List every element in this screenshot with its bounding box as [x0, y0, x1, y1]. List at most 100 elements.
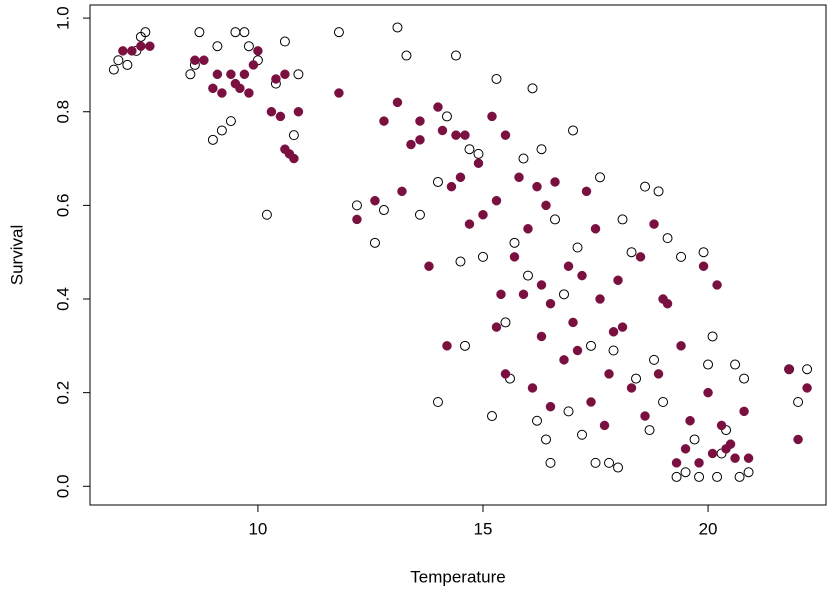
x-tick-label: 15 — [474, 519, 493, 538]
point — [532, 415, 543, 426]
point — [509, 252, 520, 262]
point — [671, 458, 682, 468]
point — [406, 139, 416, 150]
point — [392, 97, 403, 108]
point — [608, 345, 619, 356]
point — [491, 73, 502, 84]
point — [716, 420, 727, 431]
point — [432, 397, 443, 408]
point — [694, 471, 705, 482]
x-tick-label: 20 — [699, 519, 718, 538]
point — [662, 298, 673, 309]
point — [194, 27, 205, 38]
point — [707, 448, 718, 459]
point — [676, 251, 687, 262]
point — [212, 69, 223, 80]
point — [514, 172, 524, 183]
point — [478, 209, 488, 220]
y-tick-label: 0.2 — [53, 381, 72, 405]
point — [532, 181, 542, 192]
point — [559, 355, 569, 365]
point — [500, 369, 511, 379]
point — [145, 41, 155, 51]
point — [225, 116, 236, 127]
point — [370, 195, 380, 206]
point — [293, 69, 304, 80]
point — [640, 181, 651, 192]
point — [266, 106, 277, 117]
point — [725, 439, 736, 449]
point — [685, 415, 695, 426]
x-tick-label: 10 — [248, 519, 267, 538]
point — [608, 327, 619, 337]
point — [113, 55, 124, 66]
point — [500, 317, 511, 328]
point — [658, 397, 669, 408]
point — [550, 214, 561, 225]
point — [590, 457, 601, 468]
point — [378, 205, 389, 216]
point — [333, 27, 344, 38]
point — [518, 289, 529, 300]
y-tick-label: 0.6 — [53, 194, 72, 218]
point — [473, 148, 484, 159]
y-tick-label: 1.0 — [53, 6, 72, 30]
point — [230, 27, 241, 38]
point — [604, 457, 615, 468]
point — [289, 153, 299, 164]
point — [136, 41, 146, 51]
plot-frame — [89, 4, 827, 506]
point — [640, 411, 650, 421]
point — [545, 457, 556, 468]
point — [604, 369, 614, 379]
point — [586, 397, 596, 407]
y-tick-label: 0.4 — [53, 287, 72, 311]
point — [261, 209, 272, 220]
point — [455, 172, 466, 183]
point — [595, 294, 605, 304]
point — [671, 471, 682, 482]
point — [743, 467, 754, 478]
point — [793, 397, 804, 408]
point — [226, 69, 236, 80]
point — [617, 322, 628, 332]
point — [599, 420, 610, 431]
point — [743, 453, 754, 463]
point — [595, 172, 606, 183]
point — [541, 434, 552, 445]
point — [397, 186, 407, 197]
point — [392, 22, 403, 33]
point — [451, 130, 461, 140]
point — [730, 359, 741, 370]
point — [653, 186, 664, 197]
point — [122, 59, 133, 70]
point — [509, 237, 520, 248]
point — [518, 153, 529, 164]
point — [271, 74, 281, 84]
point — [613, 275, 623, 286]
point — [581, 186, 592, 197]
point — [450, 50, 461, 61]
point — [536, 280, 547, 290]
point — [216, 125, 227, 136]
point — [118, 46, 128, 56]
point — [572, 242, 583, 253]
point — [208, 83, 218, 94]
point — [541, 200, 551, 211]
point — [243, 41, 254, 52]
point — [649, 219, 659, 229]
point — [626, 383, 637, 393]
point — [190, 55, 200, 65]
point — [415, 116, 425, 126]
point — [802, 364, 813, 375]
point — [437, 125, 448, 136]
point — [739, 373, 750, 384]
point — [613, 462, 624, 473]
point — [491, 322, 502, 332]
point — [455, 256, 466, 267]
point — [352, 214, 362, 225]
point — [108, 64, 119, 75]
point — [676, 341, 686, 351]
